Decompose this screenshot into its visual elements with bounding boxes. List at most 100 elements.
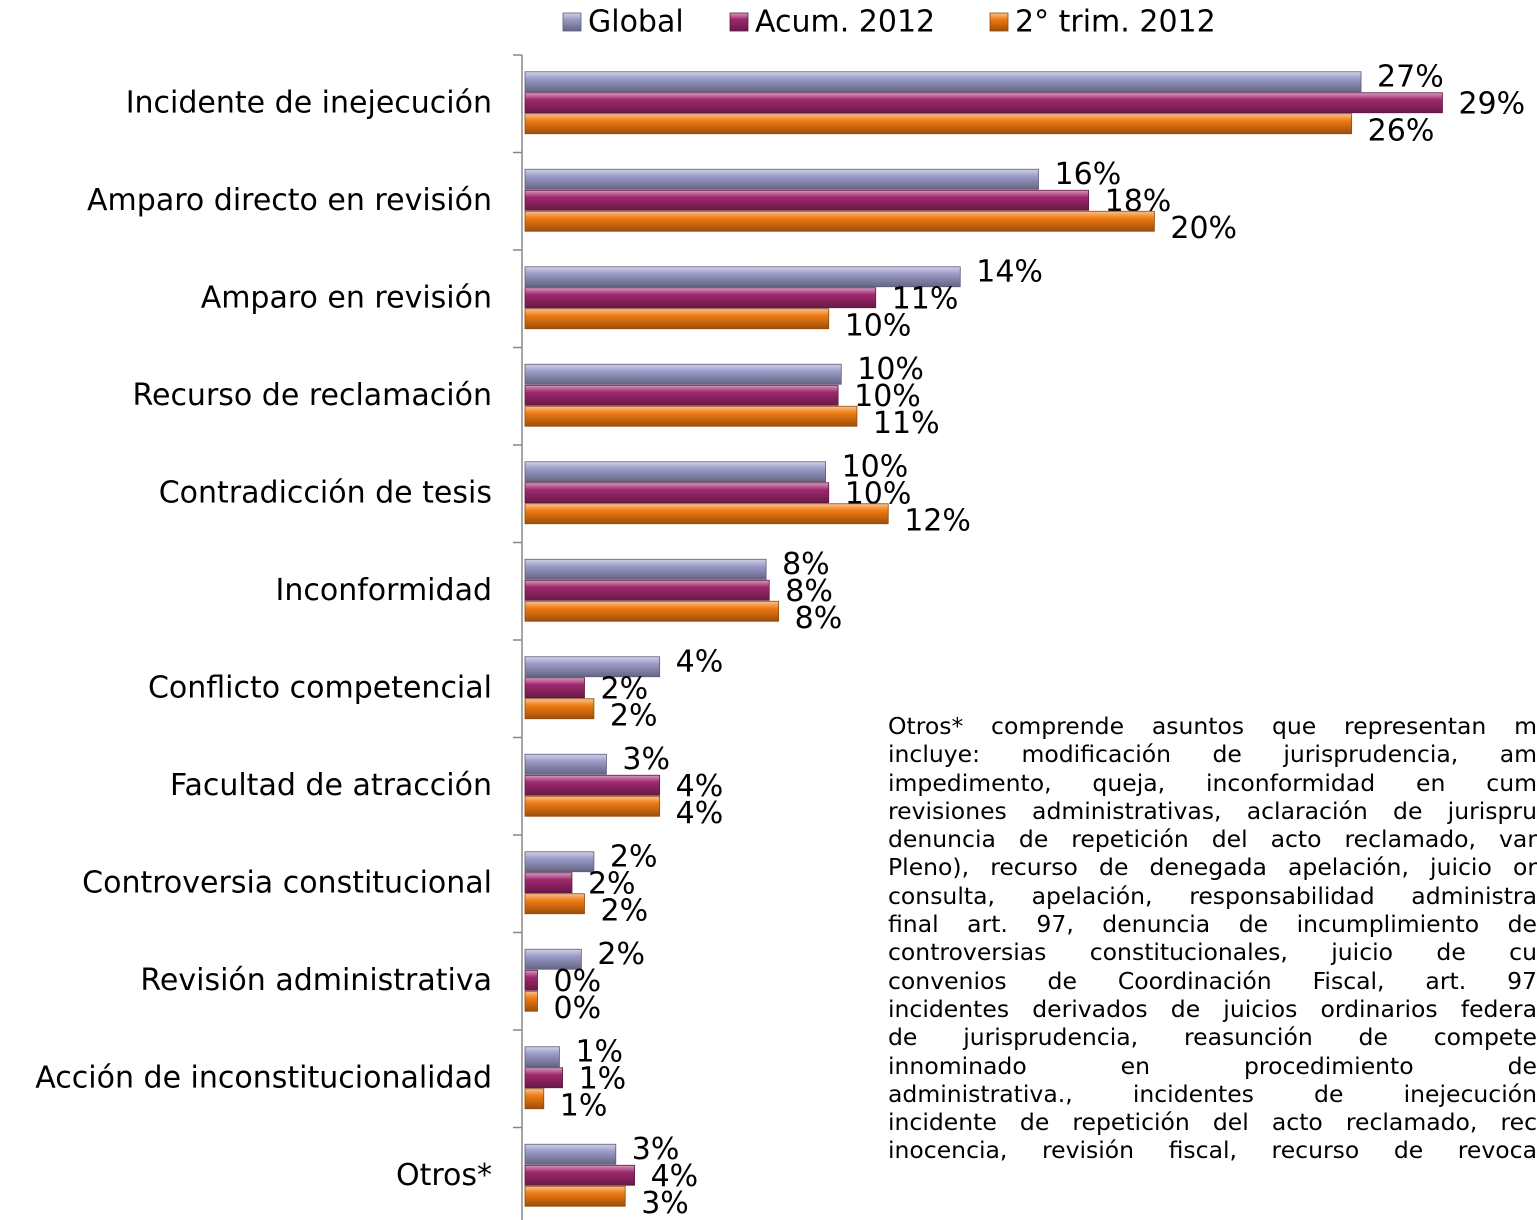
y-tick-label: Controversia constitucional <box>82 865 492 900</box>
annotation-line: revisiones administrativas, aclaración d… <box>888 796 1537 825</box>
data-label: 2% <box>610 698 658 733</box>
bar <box>524 677 585 699</box>
annotation-line: Pleno), recurso de denegada apelación, j… <box>888 853 1537 882</box>
data-label: 2% <box>600 671 648 706</box>
y-tick-label: Facultad de atracción <box>170 768 492 803</box>
bar <box>524 363 842 385</box>
bar <box>524 461 827 483</box>
bar <box>524 893 585 915</box>
bar <box>524 384 839 406</box>
annotation-line: consulta, apelación, responsabilidad adm… <box>888 881 1537 910</box>
bar <box>524 948 582 970</box>
bar <box>524 872 573 894</box>
data-label: 2% <box>600 893 648 928</box>
bar <box>524 1185 626 1207</box>
bar <box>524 482 830 504</box>
data-label: 1% <box>575 1034 623 1069</box>
data-label: 26% <box>1368 113 1435 148</box>
annotation-line: impedimento, queja, inconformidad en cum <box>888 768 1537 797</box>
bar <box>524 1088 545 1110</box>
annotation-line: controversias constitucionales, juicio d… <box>888 938 1537 967</box>
legend-swatch <box>562 12 582 32</box>
annotation-line: final art. 97, denuncia de incumplimient… <box>888 910 1537 939</box>
y-tick-label: Inconformidad <box>276 573 492 608</box>
bar <box>524 189 1090 211</box>
bar <box>524 405 858 427</box>
annotation-line: convenios de Coordinación Fiscal, art. 9… <box>888 966 1537 995</box>
data-label: 0% <box>554 991 602 1026</box>
data-label: 29% <box>1458 86 1525 121</box>
data-label: 8% <box>782 547 830 582</box>
bar <box>524 579 770 601</box>
data-label: 8% <box>795 601 843 636</box>
y-tick-label: Revisión administrativa <box>140 963 492 998</box>
data-label: 8% <box>785 574 833 609</box>
bar <box>524 851 595 873</box>
y-tick-label: Contradicción de tesis <box>159 475 492 510</box>
bar <box>524 1164 635 1186</box>
data-label: 10% <box>857 352 924 387</box>
data-label: 4% <box>651 1159 699 1194</box>
y-tick-label: Amparo directo en revisión <box>87 183 492 218</box>
data-label: 3% <box>632 1132 680 1167</box>
data-label: 1% <box>560 1088 608 1123</box>
bar <box>524 92 1443 114</box>
legend-swatch <box>729 12 749 32</box>
legend-label: Acum. 2012 <box>755 5 935 40</box>
annotation-line: administrativa., incidentes de inejecuci… <box>888 1079 1537 1108</box>
data-label: 0% <box>554 964 602 999</box>
data-label: 12% <box>904 503 971 538</box>
data-label: 27% <box>1377 59 1444 94</box>
bar <box>524 503 889 525</box>
bar <box>524 969 538 991</box>
bar <box>524 774 661 796</box>
bar <box>524 990 538 1012</box>
annotation-line: incidentes derivados de juicios ordinari… <box>888 994 1537 1023</box>
data-label: 1% <box>579 1061 627 1096</box>
annotation-line: de jurisprudencia, reasunción de compete <box>888 1023 1537 1052</box>
annotation-line: inocencia, revisión fiscal, recurso de r… <box>888 1136 1537 1165</box>
y-tick-label: Incidente de inejecución <box>126 85 492 120</box>
annotation-line: incidente de repetición del acto reclama… <box>888 1108 1537 1137</box>
data-label: 4% <box>676 644 724 679</box>
data-label: 14% <box>976 254 1043 289</box>
data-label: 16% <box>1055 157 1122 192</box>
bar <box>524 113 1353 135</box>
y-tick-label: Otros* <box>396 1158 492 1193</box>
bar <box>524 1067 563 1089</box>
bar <box>524 698 595 720</box>
annotation: Otros* comprende asuntos que representan… <box>888 712 1537 1220</box>
data-label: 4% <box>676 796 724 831</box>
bar <box>524 168 1039 190</box>
bar <box>524 210 1155 232</box>
y-tick-label: Conflicto competencial <box>148 670 492 705</box>
bar <box>524 656 661 678</box>
bar <box>524 266 961 288</box>
y-tick-label: Amparo en revisión <box>201 280 492 315</box>
data-label: 4% <box>676 769 724 804</box>
annotation-line: innominado en procedimiento de <box>888 1051 1537 1080</box>
bar <box>524 287 877 309</box>
data-label: 3% <box>622 742 670 777</box>
data-label: 2% <box>610 839 658 874</box>
annotation-line: Otros* comprende asuntos que representan… <box>888 712 1537 740</box>
data-label: 10% <box>842 449 909 484</box>
bar <box>524 753 607 775</box>
legend-swatch <box>989 12 1009 32</box>
legend-label: 2° trim. 2012 <box>1015 5 1216 40</box>
legend-label: Global <box>588 5 684 40</box>
data-label: 2% <box>597 937 645 972</box>
y-tick-label: Acción de inconstitucionalidad <box>35 1060 492 1095</box>
data-label: 11% <box>892 281 959 316</box>
data-label: 10% <box>845 308 912 343</box>
annotation-line: incluye: modificación de jurisprudencia,… <box>888 740 1537 769</box>
bar <box>524 1143 617 1165</box>
annotation-line: denuncia de repetición del acto reclamad… <box>888 825 1537 854</box>
data-label: 11% <box>873 406 940 441</box>
bar <box>524 795 661 817</box>
bar <box>524 600 780 622</box>
bar <box>524 558 767 580</box>
bar <box>524 1046 560 1068</box>
data-label: 20% <box>1170 211 1237 246</box>
